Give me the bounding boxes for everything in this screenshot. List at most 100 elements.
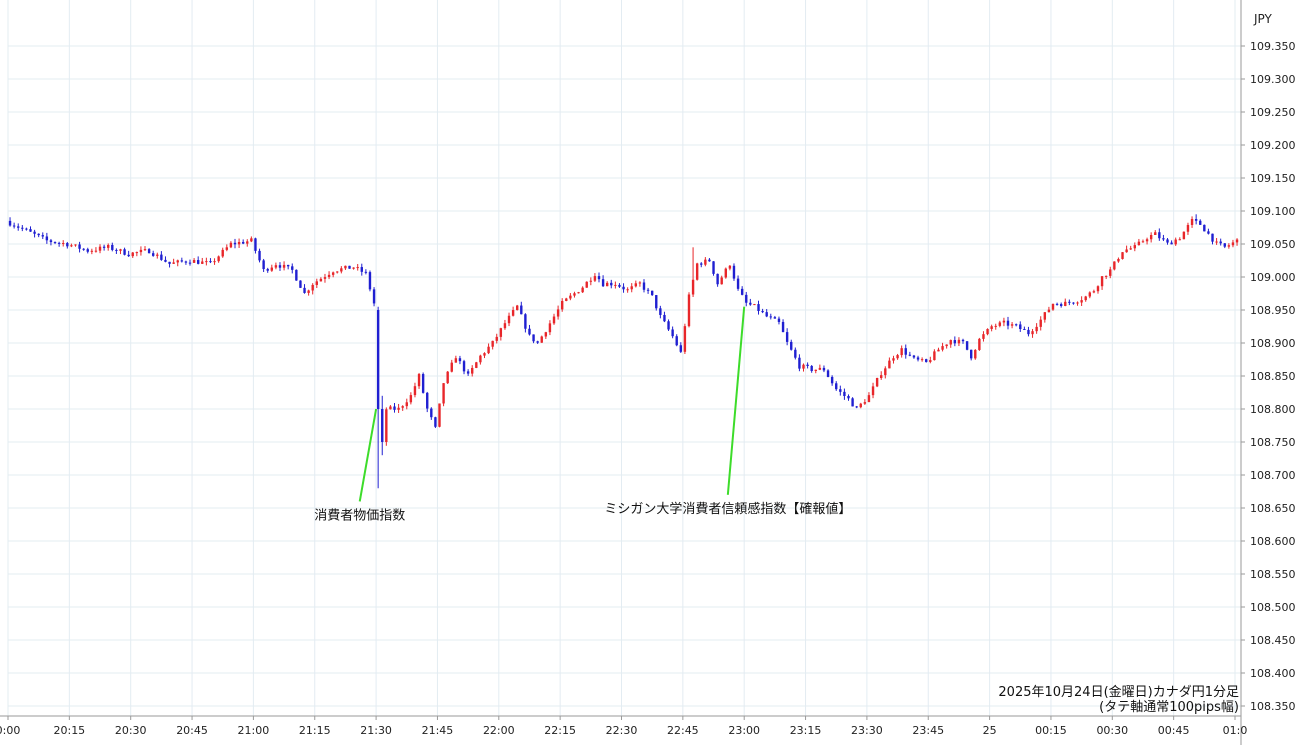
candle-body [217, 256, 220, 262]
annotation-leader-line [358, 408, 378, 502]
candle-body [336, 271, 339, 273]
candle-body [761, 311, 764, 313]
candle-body [695, 263, 699, 280]
candle-body [111, 244, 114, 250]
candle-body [98, 246, 102, 251]
x-tick-label: 21:00 [238, 724, 270, 737]
candle-body [769, 316, 772, 318]
candle-body [307, 290, 310, 293]
candle-body [495, 336, 498, 341]
candle-body [164, 259, 167, 262]
candle-body [225, 247, 229, 250]
candle-body [454, 358, 458, 363]
candle-body [716, 273, 719, 285]
x-tick-label: 21:30 [360, 724, 392, 737]
candle-body [1059, 304, 1063, 306]
candle-body [691, 279, 695, 295]
candle-body [859, 403, 862, 408]
candle-body [86, 249, 89, 252]
candle-body [426, 392, 429, 409]
candle-body [708, 259, 711, 262]
candle-body [168, 261, 171, 264]
annotation-label: 消費者物価指数 [314, 508, 405, 523]
candle-body [712, 261, 715, 274]
candle-body [66, 243, 69, 247]
candle-body [1162, 238, 1165, 240]
candle-body [147, 249, 151, 254]
candle-body [127, 254, 130, 257]
candle-body [794, 349, 797, 358]
y-tick-label: 108.400 [1250, 667, 1296, 680]
candle-body [618, 284, 621, 287]
y-tick-label: 109.150 [1250, 172, 1296, 185]
x-tick-label: 21:45 [422, 724, 454, 737]
candle-body [1096, 286, 1100, 292]
grid [7, 0, 1241, 716]
candle-body [1170, 242, 1173, 245]
candle-body [78, 244, 81, 249]
candle-body [511, 310, 515, 316]
y-tick-label: 108.350 [1250, 700, 1296, 713]
candle-body [450, 362, 453, 372]
candle-body [1104, 275, 1108, 277]
candle-body [569, 295, 572, 299]
candle-body [503, 323, 507, 329]
candle-body [548, 323, 552, 333]
candle-body [626, 289, 629, 291]
candle-body [209, 261, 212, 263]
candle-body [237, 241, 241, 245]
candle-body [1064, 301, 1067, 306]
x-tick-label: 21:15 [299, 724, 331, 737]
candle-body [605, 282, 609, 287]
x-tick-label: 23:45 [912, 724, 944, 737]
x-tick-label: 22:45 [667, 724, 699, 737]
candle-body [875, 378, 879, 387]
candle-body [1235, 239, 1239, 243]
candle-body [53, 242, 57, 244]
candle-body [949, 340, 952, 345]
candle-body [953, 340, 957, 344]
candle-body [1137, 241, 1141, 246]
candle-body [487, 346, 490, 354]
candle-body [728, 265, 732, 269]
candle-body [29, 229, 32, 232]
candle-body [855, 406, 858, 408]
candle-body [82, 248, 85, 250]
candle-body [957, 339, 961, 344]
candle-body [1215, 241, 1218, 243]
candle-body [1207, 231, 1210, 234]
candle-body [8, 220, 12, 226]
candle-body [1019, 324, 1022, 330]
candle-body [777, 318, 781, 322]
candle-body [389, 406, 392, 410]
candle-body [434, 417, 437, 427]
candle-body [1088, 292, 1092, 297]
candle-body [753, 304, 756, 306]
candle-body [904, 348, 907, 355]
candle-body [1199, 220, 1202, 225]
candle-body [491, 340, 494, 347]
candle-body [278, 265, 282, 268]
candle-body [180, 260, 184, 262]
candle-body [724, 268, 727, 278]
caption-line-2: (タテ軸通常100pips幅) [1099, 700, 1239, 715]
candle-body [826, 370, 830, 377]
candle-body [119, 249, 122, 251]
x-tick-label: 23:15 [790, 724, 822, 737]
candle-body [1084, 296, 1087, 301]
candle-body [1047, 309, 1051, 313]
caption-line-1: 2025年10月24日(金曜日)カナダ円1分足 [998, 684, 1239, 700]
candle-body [192, 260, 196, 263]
candle-body [773, 317, 777, 319]
candle-body [413, 386, 417, 396]
candle-body [282, 264, 286, 268]
y-tick-label: 108.650 [1250, 502, 1296, 515]
candle-body [160, 254, 163, 260]
x-tick-label: 20:30 [115, 724, 147, 737]
x-tick-label: 0:00 [0, 724, 20, 737]
candle-body [483, 353, 486, 356]
candle-body [945, 344, 948, 347]
candle-body [41, 235, 44, 237]
candle-body [798, 357, 801, 369]
